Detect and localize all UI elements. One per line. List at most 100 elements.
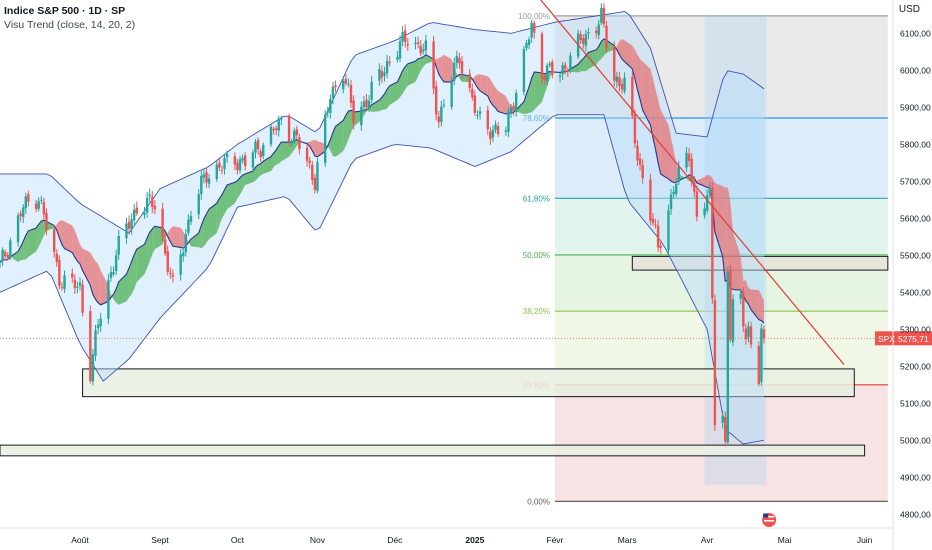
candle-body — [468, 74, 471, 89]
resistance-trendline — [540, 0, 845, 365]
trend-fill-segment — [425, 54, 434, 64]
trend-fill-segment — [134, 249, 137, 289]
candle-body — [378, 68, 381, 81]
candle-body — [145, 197, 149, 213]
fib-level-label: 50,00% — [523, 251, 550, 260]
trend-fill-segment — [745, 280, 749, 305]
candle-body — [22, 207, 25, 217]
candle-body — [687, 153, 691, 162]
trend-fill-segment — [384, 89, 388, 110]
trend-fill-segment — [314, 139, 318, 157]
trend-fill-segment — [668, 124, 672, 182]
candle-body — [649, 179, 652, 221]
x-tick-label: Juin — [857, 535, 873, 545]
y-tick-label: 5800,00 — [900, 139, 931, 149]
fib-level-label: 78,60% — [523, 114, 550, 123]
candle-body — [290, 141, 293, 144]
trend-fill-segment — [490, 79, 493, 106]
trend-fill-segment — [227, 182, 235, 210]
trend-fill-segment — [727, 187, 731, 288]
trend-fill-segment — [154, 226, 163, 250]
candle-body — [218, 162, 221, 168]
candle-body — [731, 299, 735, 342]
trend-fill-segment — [56, 221, 60, 238]
trend-fill-segment — [317, 141, 326, 157]
x-tick-label: Févr — [546, 535, 563, 545]
x-tick-label: 2025 — [465, 535, 484, 545]
y-tick-label: 5100,00 — [900, 398, 931, 408]
trend-fill-segment — [131, 254, 135, 295]
indicator-label[interactable]: Visu Trend (close, 14, 20, 2) — [4, 19, 136, 31]
candle-body — [272, 128, 275, 131]
y-tick-label: 6000,00 — [900, 65, 931, 75]
candle-body — [184, 234, 188, 253]
currency-label[interactable]: USD — [898, 4, 920, 15]
y-tick-label: 5200,00 — [900, 361, 931, 371]
candle-body — [473, 95, 477, 113]
candle-body — [654, 224, 657, 226]
candle-body — [620, 84, 624, 90]
candle-body — [693, 182, 696, 192]
trend-fill-segment — [136, 244, 145, 282]
trend-fill-segment — [260, 161, 264, 176]
symbol-title[interactable]: Indice S&P 500 · 1D · SP — [4, 5, 126, 17]
candle-body — [455, 56, 459, 63]
candle-body — [63, 275, 66, 289]
candle-body — [19, 213, 22, 217]
candle-body — [163, 239, 167, 254]
trend-fill-segment — [389, 81, 398, 105]
trend-fill-segment — [198, 225, 202, 249]
trend-fill-segment — [281, 142, 290, 162]
candle-body — [130, 219, 133, 230]
trend-fill-segment — [642, 61, 651, 125]
trend-fill-segment — [345, 111, 349, 146]
trend-fill-segment — [405, 63, 408, 90]
candle-body — [370, 81, 373, 100]
trend-fill-segment — [41, 220, 44, 242]
candle-body — [569, 55, 572, 70]
candle-body — [597, 24, 600, 36]
trend-fill-segment — [28, 228, 37, 257]
candle-body — [618, 77, 621, 86]
fib-band — [554, 15, 888, 119]
y-tick-label: 5500,00 — [900, 250, 931, 260]
y-tick-label: 5700,00 — [900, 176, 931, 186]
trend-fill-segment — [240, 175, 243, 195]
candle-body — [486, 110, 489, 130]
trend-fill-segment — [363, 109, 367, 116]
trend-fill-segment — [531, 72, 535, 113]
candle-body — [561, 65, 564, 75]
candle-body — [713, 300, 717, 426]
trendline[interactable] — [516, 0, 845, 365]
trend-fill-segment — [523, 93, 527, 115]
candle-body — [316, 162, 319, 191]
trend-fill-segment — [190, 233, 199, 248]
candle-body — [380, 71, 384, 78]
candle-body — [207, 178, 211, 184]
trend-fill-segment — [516, 101, 524, 115]
trend-fill-segment — [224, 185, 228, 214]
support-zones[interactable] — [0, 255, 889, 457]
trend-fill-segment — [606, 40, 615, 53]
candle-body — [551, 61, 554, 75]
trend-fill-segment — [459, 74, 462, 82]
trend-fill-segment — [245, 171, 253, 186]
candle-body — [60, 287, 64, 289]
trend-fill-segment — [90, 252, 93, 295]
candle-body — [344, 79, 348, 84]
y-tick-label: 5900,00 — [900, 102, 931, 112]
fib-band — [554, 384, 888, 502]
candle-body — [107, 279, 110, 319]
trend-fill-segment — [203, 213, 207, 247]
trend-fill-segment — [242, 173, 246, 190]
trend-fill-segment — [278, 142, 282, 164]
candle-body — [641, 165, 644, 179]
candle-body — [342, 80, 345, 90]
candle-body — [564, 64, 567, 69]
y-tick-label: 6100,00 — [900, 28, 931, 38]
candle-body — [489, 131, 492, 140]
trend-fill-segment — [495, 87, 499, 112]
candle-body — [34, 203, 38, 210]
